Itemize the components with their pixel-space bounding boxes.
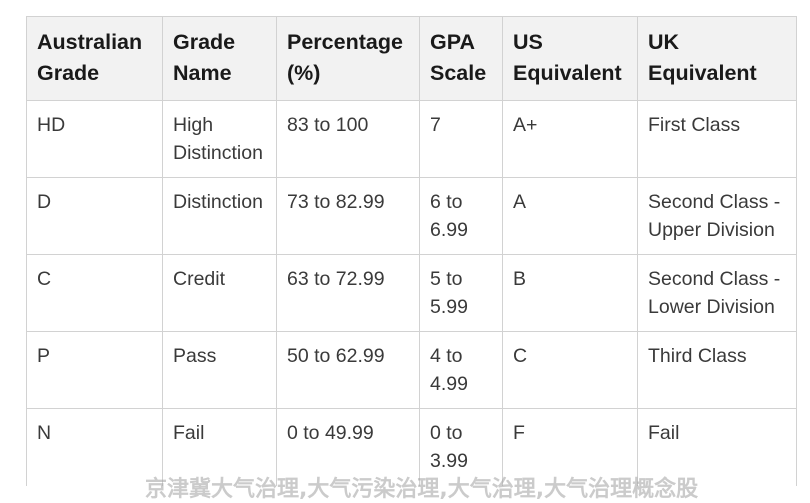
cell-australian-grade: D: [26, 177, 163, 255]
table-row: D Distinction 73 to 82.99 6 to 6.99 A Se…: [26, 177, 797, 255]
header-percentage: Percentage (%): [276, 16, 420, 101]
cell-grade-name: Fail: [162, 408, 277, 486]
cell-australian-grade: C: [26, 254, 163, 332]
cell-us-equivalent: A: [502, 177, 638, 255]
cell-grade-name: Credit: [162, 254, 277, 332]
cell-grade-name: Pass: [162, 331, 277, 409]
cell-gpa-scale: 4 to 4.99: [419, 331, 503, 409]
cell-grade-name: Distinction: [162, 177, 277, 255]
cell-gpa-scale: 6 to 6.99: [419, 177, 503, 255]
table-row: C Credit 63 to 72.99 5 to 5.99 B Second …: [26, 254, 797, 332]
cell-australian-grade: P: [26, 331, 163, 409]
cell-uk-equivalent: Second Class - Upper Division: [637, 177, 797, 255]
grade-comparison-table: Australian Grade Grade Name Percentage (…: [26, 16, 797, 486]
cell-uk-equivalent: First Class: [637, 100, 797, 178]
header-grade-name: Grade Name: [162, 16, 277, 101]
table-row: N Fail 0 to 49.99 0 to 3.99 F Fail: [26, 408, 797, 486]
header-gpa-scale: GPA Scale: [419, 16, 503, 101]
cell-us-equivalent: A+: [502, 100, 638, 178]
table-row: P Pass 50 to 62.99 4 to 4.99 C Third Cla…: [26, 331, 797, 409]
cell-percentage: 73 to 82.99: [276, 177, 420, 255]
cell-gpa-scale: 7: [419, 100, 503, 178]
cell-grade-name: High Distinction: [162, 100, 277, 178]
cell-percentage: 83 to 100: [276, 100, 420, 178]
cell-australian-grade: HD: [26, 100, 163, 178]
table-row: HD High Distinction 83 to 100 7 A+ First…: [26, 100, 797, 178]
cell-percentage: 0 to 49.99: [276, 408, 420, 486]
cell-uk-equivalent: Second Class - Lower Division: [637, 254, 797, 332]
cell-uk-equivalent: Third Class: [637, 331, 797, 409]
cell-us-equivalent: F: [502, 408, 638, 486]
header-australian-grade: Australian Grade: [26, 16, 163, 101]
cell-percentage: 63 to 72.99: [276, 254, 420, 332]
cell-gpa-scale: 0 to 3.99: [419, 408, 503, 486]
cell-us-equivalent: B: [502, 254, 638, 332]
cell-australian-grade: N: [26, 408, 163, 486]
cell-uk-equivalent: Fail: [637, 408, 797, 486]
cell-us-equivalent: C: [502, 331, 638, 409]
table-header-row: Australian Grade Grade Name Percentage (…: [26, 16, 797, 101]
cell-percentage: 50 to 62.99: [276, 331, 420, 409]
cell-gpa-scale: 5 to 5.99: [419, 254, 503, 332]
header-uk-equivalent: UK Equivalent: [637, 16, 797, 101]
header-us-equivalent: US Equivalent: [502, 16, 638, 101]
